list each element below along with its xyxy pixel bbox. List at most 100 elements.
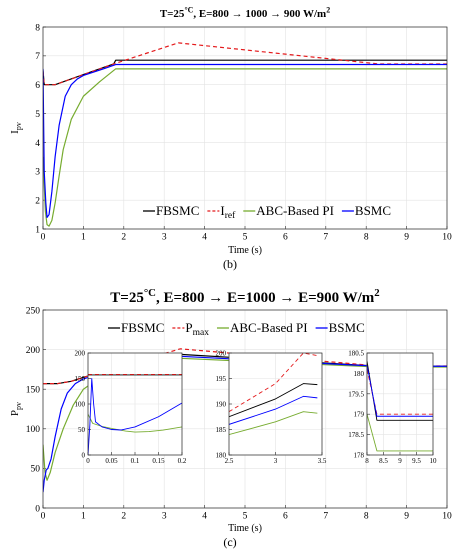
main-c-xtick-label: 9 <box>404 512 409 522</box>
main-b-ytick-label: 4 <box>35 139 40 149</box>
inset-3-series-bsmc <box>367 365 433 417</box>
inset-2-xtick-label: 2.5 <box>225 457 234 465</box>
main-c-ytick-label: 0 <box>35 504 40 514</box>
inset-1: 0 0.05 0.1 0.15 0.2 0 50 100 150 200 <box>75 349 187 465</box>
main-b-xtick-label: 10 <box>442 233 452 243</box>
main-b-legend-abc-pi: ABC-Based PI <box>256 203 334 218</box>
inset-1-xtick-label: 0.15 <box>152 457 165 465</box>
inset-3-series-group <box>367 361 433 452</box>
inset-1-ytick-label: 0 <box>82 451 86 459</box>
inset-3-series-abc-pi <box>367 414 433 452</box>
inset-2-series-fbsmc <box>229 383 318 418</box>
inset-3-ytick-label: 179 <box>354 411 365 419</box>
main-c-title: T=25°C, E=800 → E=1000 → E=900 W/m2 <box>110 287 379 306</box>
main-c-ytick-label: 250 <box>26 306 41 316</box>
inset-3-ytick-label: 178.5 <box>348 431 364 439</box>
main-b-ytick-label: 3 <box>35 168 40 178</box>
main-c-ytick-label: 50 <box>31 465 41 475</box>
main-b-xlabel: Time (s) <box>228 245 262 256</box>
main-b-frame <box>42 26 448 230</box>
main-b-ytick-label: 7 <box>35 52 40 62</box>
main-b-series-abc-pi <box>43 68 447 227</box>
main-b-xtick-label: 5 <box>243 233 248 243</box>
inset-3-xtick-label: 10 <box>430 457 438 465</box>
main-c-ylabel: Ppv <box>9 402 23 416</box>
inset-2-ytick-label: 180 <box>216 451 227 459</box>
main-b-ylabel: Ipv <box>9 122 23 134</box>
inset-1-xtick-label: 0.05 <box>105 457 118 465</box>
main-b-series-reference <box>43 42 447 86</box>
inset-2-ytick-label: 195 <box>216 375 227 383</box>
main-b-xtick-label: 7 <box>323 233 328 243</box>
inset-2-xtick-label: 3.5 <box>318 457 327 465</box>
inset-3: 8 8.5 9 9.5 10 178 178.5 179 179.5 180 180.5 <box>348 349 437 465</box>
main-c-xtick-label: 1 <box>81 512 86 522</box>
inset-2-ytick-label: 200 <box>216 349 227 357</box>
inset-3-xtick-label: 8 <box>365 457 369 465</box>
inset-1-series-group <box>88 373 182 455</box>
main-b-ytick-label: 6 <box>35 81 40 91</box>
inset-1-ytick-label: 100 <box>75 400 86 408</box>
inset-2-ytick-label: 190 <box>216 400 227 408</box>
caption-b: (b) <box>223 257 237 271</box>
main-b-xtick-label: 2 <box>121 233 126 243</box>
main-b-legend-fbsmc: FBSMC <box>156 203 199 218</box>
main-b-xtick-label: 1 <box>81 233 86 243</box>
main-b-xtick-label: 3 <box>162 233 167 243</box>
main-b-series-group <box>43 42 447 227</box>
inset-2-frame <box>228 352 323 456</box>
main-b-legend-reference: Iref <box>220 203 236 221</box>
inset-1-ytick-label: 150 <box>75 375 86 383</box>
main-b-series-bsmc <box>43 63 447 219</box>
main-b-xtick-label: 9 <box>404 233 409 243</box>
main-c-ytick-label: 200 <box>26 346 41 356</box>
main-c-ytick-label: 100 <box>26 425 41 435</box>
caption-c: (c) <box>223 535 236 549</box>
main-c-ytick-label: 150 <box>26 386 41 396</box>
main-c-legend-abc-pi: ABC-Based PI <box>230 320 308 335</box>
main-c-legend-fbsmc: FBSMC <box>121 320 164 335</box>
main-c-xtick-label: 7 <box>323 512 328 522</box>
main-b-ytick-label: 2 <box>35 196 40 206</box>
inset-1-ytick-label: 50 <box>78 426 86 434</box>
inset-1-frame <box>87 352 183 456</box>
main-b-legend-bsmc: BSMC <box>355 203 391 218</box>
main-b-xtick-label: 8 <box>364 233 369 243</box>
inset-2-xtick-label: 3 <box>274 457 278 465</box>
inset-1-xtick-label: 0.2 <box>178 457 187 465</box>
inset-3-xtick-label: 9 <box>398 457 402 465</box>
inset-2: 2.5 3 3.5 180 185 190 195 200 <box>216 349 327 465</box>
main-c-xtick-label: 3 <box>162 512 167 522</box>
main-c-xtick-label: 4 <box>202 512 207 522</box>
inset-3-xtick-label: 9.5 <box>412 457 421 465</box>
inset-3-xtick-label: 8.5 <box>379 457 388 465</box>
main-c-xtick-label: 2 <box>121 512 126 522</box>
inset-3-ytick-label: 180.5 <box>348 349 364 357</box>
inset-2-ytick-label: 185 <box>216 426 227 434</box>
inset-3-ytick-label: 180 <box>354 370 365 378</box>
inset-1-series-abc-pi <box>88 413 182 433</box>
inset-1-ytick-label: 200 <box>75 349 86 357</box>
main-c-xtick-label: 8 <box>364 512 369 522</box>
inset-3-ytick-label: 179.5 <box>348 390 364 398</box>
main-b-ytick-label: 8 <box>35 23 40 33</box>
inset-1-xtick-label: 0.1 <box>131 457 140 465</box>
inset-2-series-group <box>229 353 318 436</box>
inset-2-series-bsmc <box>229 395 318 425</box>
main-b-xtick-label: 6 <box>283 233 288 243</box>
main-b-ytick-label: 5 <box>35 110 40 120</box>
main-b-xtick-label: 0 <box>41 233 46 243</box>
main-c-legend-reference: Pmax <box>185 320 209 338</box>
main-b-ytick-label: 1 <box>35 225 40 235</box>
main-c-xtick-label: 6 <box>283 512 288 522</box>
main-b-title: T=25°C, E=800 → 1000 → 900 W/m2 <box>160 6 330 20</box>
inset-1-xtick-label: 0 <box>86 457 90 465</box>
main-b-xtick-label: 4 <box>202 233 207 243</box>
main-c-legend-bsmc: BSMC <box>329 320 365 335</box>
main-c-xtick-label: 0 <box>41 512 46 522</box>
inset-2-series-abc-pi <box>229 411 318 436</box>
main-c-xtick-label: 5 <box>243 512 248 522</box>
